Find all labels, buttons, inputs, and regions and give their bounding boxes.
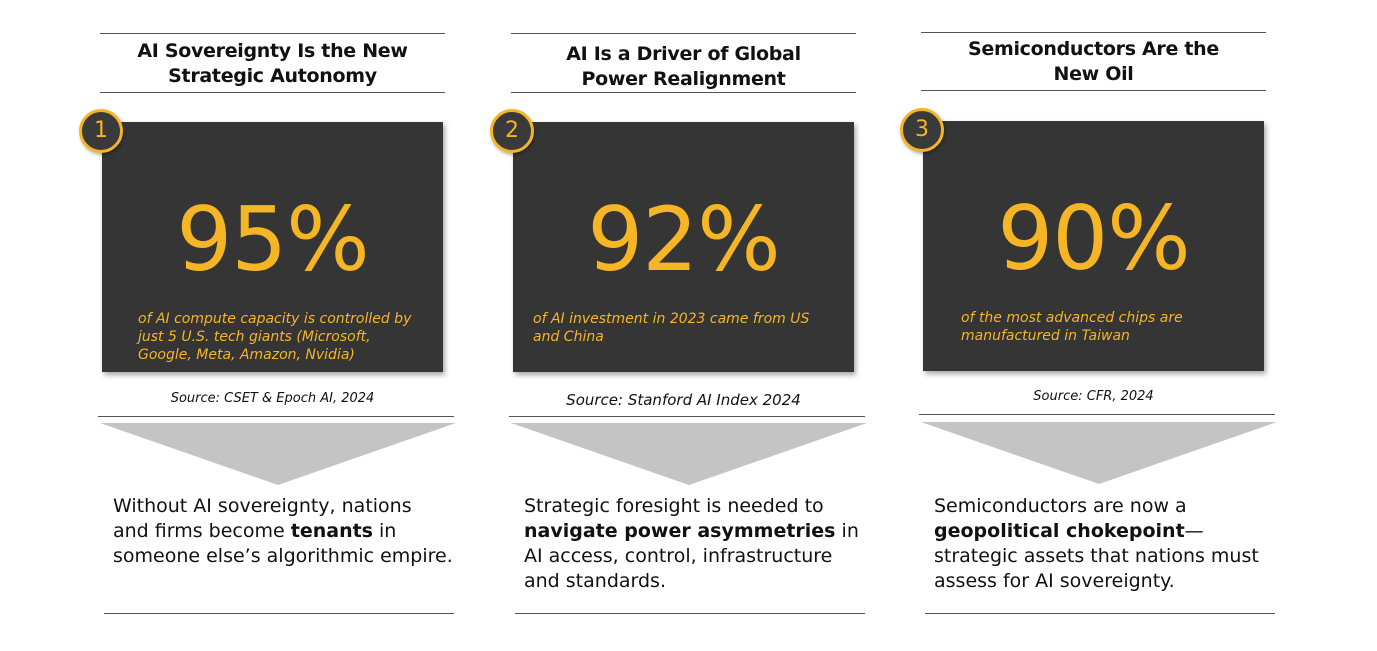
bottom-rule (925, 613, 1275, 614)
stat-card: 92% of AI investment in 2023 came from U… (513, 122, 854, 372)
stat-description: of AI investment in 2023 came from US an… (533, 311, 810, 345)
bottom-rule (515, 613, 865, 614)
column-3: Semiconductors Are the New Oil 90% of th… (900, 0, 1281, 651)
takeaway-text-start: Semiconductors are now a (934, 495, 1187, 517)
number-badge: 2 (490, 109, 534, 153)
title-top-rule (511, 33, 856, 34)
title-line-1: AI Is a Driver of Global (566, 43, 801, 65)
source-citation: Source: CFR, 2024 (1033, 389, 1154, 404)
arrow-top-rule (919, 414, 1275, 415)
takeaway-text-start: Without AI sovereignty, nations and firm… (113, 495, 412, 542)
title-bottom-rule (100, 92, 445, 93)
takeaway-highlight: geopolitical chokepoint (934, 520, 1185, 542)
takeaway-text: Strategic foresight is needed to navigat… (524, 494, 864, 594)
title-line-2: New Oil (1053, 63, 1134, 85)
takeaway-text-end: —strategic assets that nations must asse… (934, 520, 1259, 592)
stat-value: 92% (587, 188, 781, 291)
arrow-top-rule (509, 416, 865, 417)
title-line-2: Power Realignment (581, 68, 786, 90)
stat-description: of the most advanced chips are manufactu… (961, 310, 1183, 344)
takeaway-text-end: in someone else’s algorithmic empire. (113, 520, 453, 567)
stat-card: 90% of the most advanced chips are manuf… (923, 121, 1264, 371)
column-2: AI Is a Driver of Global Power Realignme… (490, 0, 871, 651)
source-citation: Source: CSET & Epoch AI, 2024 (170, 391, 375, 406)
number-badge: 3 (900, 108, 944, 152)
column-title: AI Is a Driver of Global Power Realignme… (511, 42, 856, 92)
takeaway-text: Semiconductors are now a geopolitical ch… (934, 494, 1274, 594)
stat-card: 95% of AI compute capacity is controlled… (102, 122, 443, 372)
title-line-2: Strategic Autonomy (168, 65, 377, 87)
down-arrow-icon (511, 423, 867, 485)
title-line-1: AI Sovereignty Is the New (137, 40, 408, 62)
takeaway-text: Without AI sovereignty, nations and firm… (113, 494, 453, 569)
number-badge: 1 (79, 109, 123, 153)
takeaway-highlight: tenants (290, 520, 373, 542)
down-arrow-icon (921, 422, 1277, 484)
title-bottom-rule (511, 92, 856, 93)
title-bottom-rule (921, 90, 1266, 91)
takeaway-text-start: Strategic foresight is needed to (524, 495, 824, 517)
title-top-rule (921, 32, 1266, 33)
column-title: AI Sovereignty Is the New Strategic Auto… (100, 39, 445, 89)
title-top-rule (100, 33, 445, 34)
takeaway-text-end: in AI access, control, infrastructure an… (524, 520, 859, 592)
down-arrow-icon (100, 423, 456, 485)
stat-value: 95% (176, 188, 370, 291)
column-title: Semiconductors Are the New Oil (921, 37, 1266, 87)
stat-value: 90% (997, 187, 1191, 290)
source-citation: Source: Stanford AI Index 2024 (566, 391, 801, 409)
column-1: AI Sovereignty Is the New Strategic Auto… (79, 0, 460, 651)
arrow-top-rule (98, 416, 454, 417)
bottom-rule (104, 613, 454, 614)
title-line-1: Semiconductors Are the (967, 38, 1219, 60)
stat-description: of AI compute capacity is controlled by … (138, 311, 412, 363)
takeaway-highlight: navigate power asymmetries (524, 520, 836, 542)
